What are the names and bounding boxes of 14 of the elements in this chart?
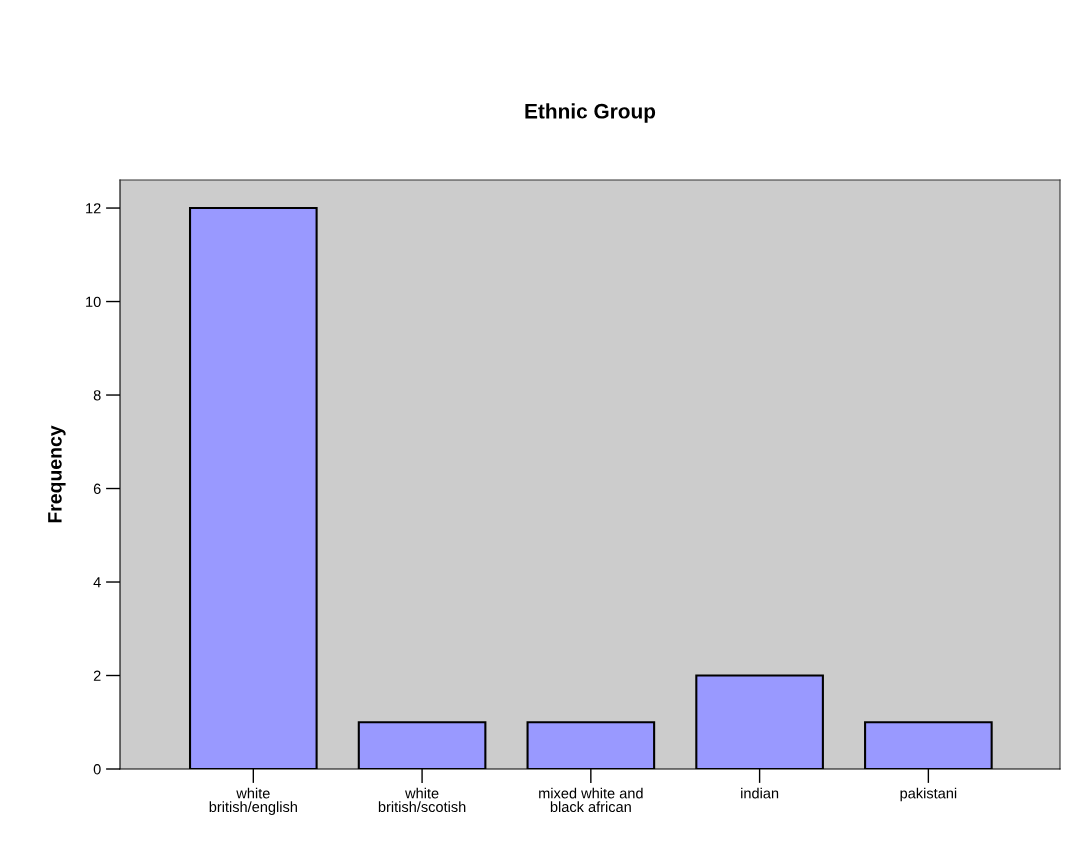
y-tick-label: 4	[93, 577, 101, 588]
x-tick-label: white british/scotish	[378, 787, 466, 813]
y-tick-label: 6	[93, 483, 101, 494]
y-tick-label: 0	[93, 764, 101, 775]
y-axis-title: Frequency	[48, 425, 66, 523]
x-tick-label: indian	[741, 787, 779, 799]
x-tick-label: pakistani	[900, 787, 957, 802]
y-tick-label: 10	[86, 296, 101, 307]
chart-title: Ethnic Group	[525, 103, 656, 123]
y-tick-label: 12	[86, 203, 101, 214]
x-tick-label: mixed white and black african	[539, 787, 643, 813]
y-tick-label: 8	[93, 390, 101, 401]
y-tick-label: 2	[93, 670, 101, 681]
x-tick-label: white british/english	[209, 787, 297, 815]
